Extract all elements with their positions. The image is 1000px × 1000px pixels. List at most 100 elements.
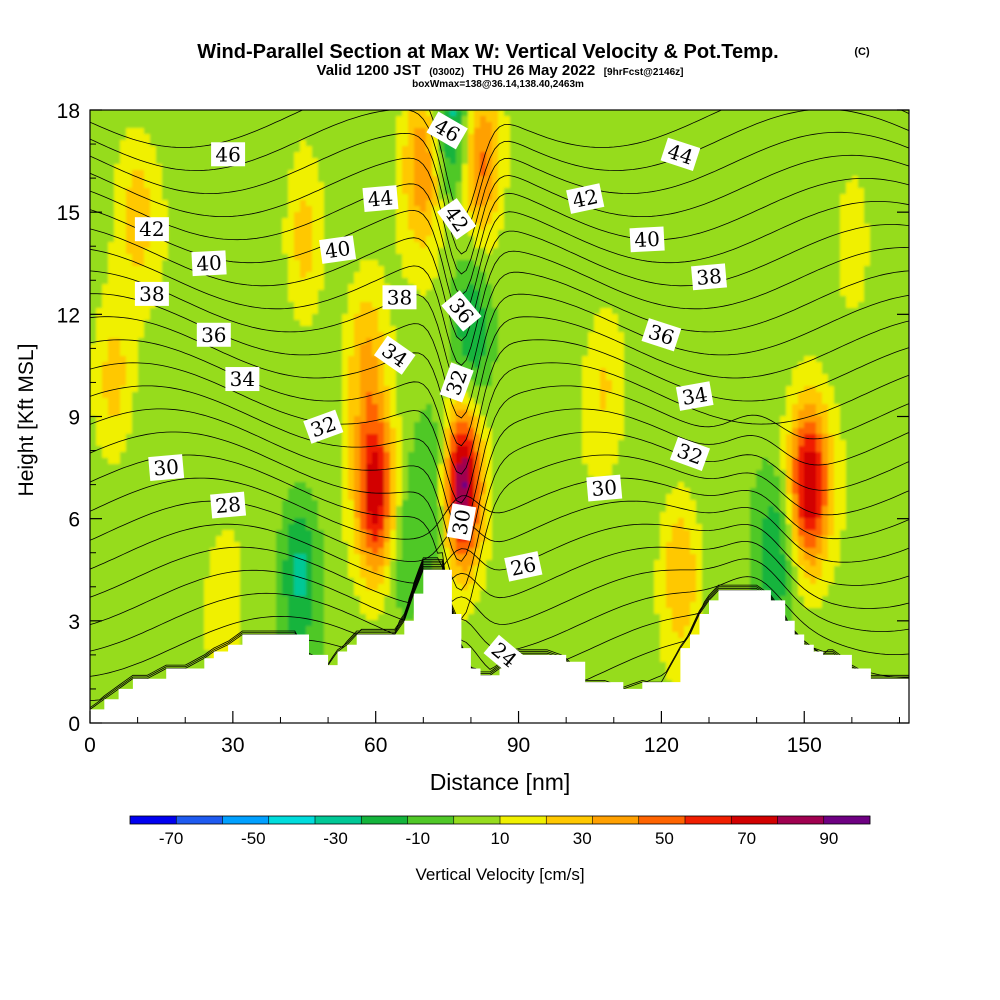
velocity-cell [150,116,157,123]
velocity-cell [108,464,115,471]
velocity-cell [138,194,145,201]
velocity-cell [120,242,127,249]
velocity-cell [204,236,211,243]
velocity-cell [198,176,205,183]
velocity-cell [150,278,157,285]
velocity-cell [288,320,295,327]
velocity-cell [240,206,247,213]
velocity-cell [354,518,361,525]
velocity-cell [294,302,301,309]
velocity-cell [216,116,223,123]
velocity-cell [132,170,139,177]
velocity-cell [210,602,217,609]
velocity-cell [360,512,367,519]
velocity-cell [324,326,331,333]
velocity-cell [252,188,259,195]
velocity-cell [270,488,277,495]
velocity-cell [132,554,139,561]
velocity-cell [156,608,163,615]
velocity-cell [96,146,103,153]
velocity-cell [264,284,271,291]
velocity-cell [222,128,229,135]
velocity-cell [138,110,145,117]
velocity-cell [372,542,379,549]
velocity-cell [126,344,133,351]
velocity-cell [318,470,325,477]
velocity-cell [306,140,313,147]
velocity-cell [372,572,379,579]
velocity-cell [324,152,331,159]
velocity-cell [96,404,103,411]
velocity-cell [342,440,349,447]
velocity-cell [360,500,367,507]
velocity-cell [342,110,349,117]
velocity-cell [360,422,367,429]
velocity-cell [252,110,259,117]
velocity-cell [210,176,217,183]
velocity-cell [204,434,211,441]
velocity-cell [366,242,373,249]
velocity-cell [114,440,121,447]
velocity-cell [174,218,181,225]
velocity-cell [240,188,247,195]
velocity-cell [114,122,121,129]
velocity-cell [348,620,355,627]
velocity-cell [354,506,361,513]
velocity-cell [294,506,301,513]
velocity-cell [216,212,223,219]
velocity-cell [102,482,109,489]
velocity-cell [360,524,367,531]
velocity-cell [240,170,247,177]
velocity-cell [168,512,175,519]
velocity-cell [138,530,145,537]
velocity-cell [348,170,355,177]
velocity-cell [168,110,175,117]
velocity-cell [378,272,385,279]
velocity-cell [240,530,247,537]
velocity-cell [348,134,355,141]
velocity-cell [264,158,271,165]
velocity-cell [354,128,361,135]
velocity-cell [318,134,325,141]
velocity-cell [372,152,379,159]
velocity-cell [192,296,199,303]
velocity-cell [168,638,175,645]
velocity-cell [348,326,355,333]
velocity-cell [378,380,385,387]
velocity-cell [360,296,367,303]
velocity-cell [354,620,361,627]
velocity-cell [150,548,157,555]
velocity-cell [198,644,205,651]
velocity-cell [288,584,295,591]
velocity-cell [342,536,349,543]
velocity-cell [186,356,193,363]
velocity-cell [120,626,127,633]
velocity-cell [270,128,277,135]
velocity-cell [264,134,271,141]
velocity-cell [162,548,169,555]
velocity-cell [96,290,103,297]
velocity-cell [138,434,145,441]
velocity-cell [324,638,331,645]
velocity-cell [144,572,151,579]
velocity-cell [270,464,277,471]
velocity-cell [360,392,367,399]
velocity-cell [318,188,325,195]
velocity-cell [222,524,229,531]
velocity-cell [102,206,109,213]
velocity-cell [162,488,169,495]
velocity-cell [240,554,247,561]
velocity-cell [234,584,241,591]
velocity-cell [294,494,301,501]
velocity-cell [348,140,355,147]
velocity-cell [138,428,145,435]
velocity-cell [324,566,331,573]
velocity-cell [252,242,259,249]
velocity-cell [90,254,97,261]
velocity-cell [234,272,241,279]
velocity-cell [342,278,349,285]
velocity-cell [306,440,313,447]
velocity-cell [102,686,109,693]
velocity-cell [234,302,241,309]
